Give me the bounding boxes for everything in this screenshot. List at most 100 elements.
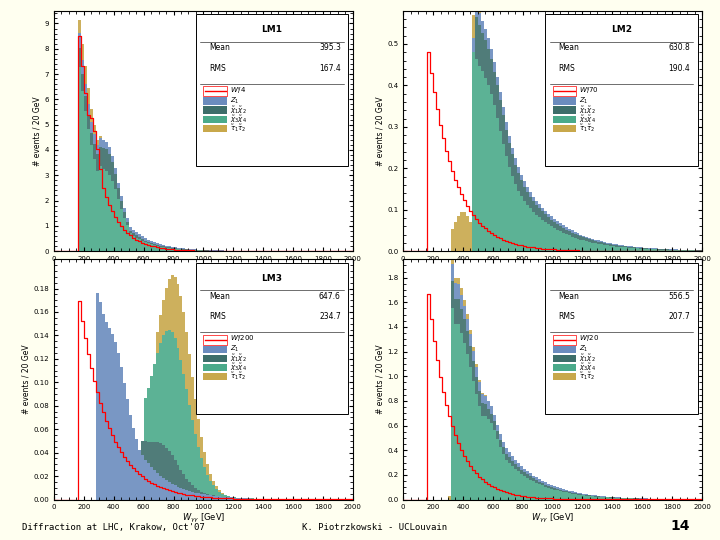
Bar bbox=[460, 212, 463, 251]
Bar bbox=[582, 240, 585, 251]
Bar bbox=[603, 496, 606, 497]
Bar bbox=[528, 192, 531, 197]
Bar bbox=[466, 354, 469, 500]
Bar bbox=[585, 237, 588, 238]
Bar bbox=[645, 248, 648, 249]
Bar bbox=[156, 332, 158, 353]
Bar bbox=[176, 348, 179, 465]
Bar bbox=[466, 314, 469, 319]
Bar bbox=[105, 171, 108, 251]
Bar bbox=[454, 284, 457, 300]
Bar bbox=[577, 235, 580, 239]
Bar bbox=[517, 167, 520, 173]
Y-axis label: # events / 20 GeV: # events / 20 GeV bbox=[33, 96, 42, 166]
Bar bbox=[526, 471, 528, 475]
Bar bbox=[96, 293, 99, 500]
Bar bbox=[457, 299, 460, 325]
Bar bbox=[147, 240, 150, 242]
Bar bbox=[200, 457, 204, 492]
Bar bbox=[120, 209, 122, 251]
Bar bbox=[204, 494, 207, 500]
Bar bbox=[609, 246, 613, 251]
Bar bbox=[192, 492, 194, 500]
Bar bbox=[574, 232, 577, 234]
Bar bbox=[546, 217, 549, 224]
Bar bbox=[553, 86, 576, 96]
Bar bbox=[499, 440, 502, 447]
Bar bbox=[451, 229, 454, 251]
Bar bbox=[153, 244, 156, 245]
Bar bbox=[93, 144, 96, 159]
Bar bbox=[90, 145, 93, 251]
Bar bbox=[535, 480, 538, 483]
Bar bbox=[634, 498, 636, 500]
Bar bbox=[654, 249, 657, 251]
Bar bbox=[204, 106, 227, 113]
Bar bbox=[122, 212, 126, 218]
Bar bbox=[99, 302, 102, 500]
Bar bbox=[514, 460, 517, 464]
Bar bbox=[158, 247, 161, 251]
Bar bbox=[621, 498, 624, 500]
Bar bbox=[472, 361, 475, 381]
Bar bbox=[96, 171, 99, 251]
Bar bbox=[135, 439, 138, 500]
Bar bbox=[514, 158, 517, 165]
Bar bbox=[528, 480, 531, 500]
Bar bbox=[189, 354, 192, 404]
Bar bbox=[570, 237, 574, 251]
Text: LM1: LM1 bbox=[261, 25, 283, 34]
Bar bbox=[564, 492, 567, 500]
Bar bbox=[564, 234, 567, 251]
Bar bbox=[564, 230, 567, 234]
Bar bbox=[493, 62, 496, 72]
Bar bbox=[517, 471, 520, 500]
Bar bbox=[194, 488, 197, 492]
Bar bbox=[186, 250, 189, 251]
Bar bbox=[496, 118, 499, 251]
Bar bbox=[171, 332, 174, 455]
Bar bbox=[108, 153, 111, 175]
Bar bbox=[502, 144, 505, 251]
Bar bbox=[553, 346, 576, 353]
Bar bbox=[531, 481, 535, 500]
Bar bbox=[493, 105, 496, 251]
Bar bbox=[451, 281, 454, 308]
Bar bbox=[147, 244, 150, 251]
Bar bbox=[505, 448, 508, 454]
Bar bbox=[567, 492, 570, 493]
Bar bbox=[165, 248, 168, 251]
Bar bbox=[642, 248, 645, 249]
Text: LM2: LM2 bbox=[611, 25, 632, 34]
Bar bbox=[616, 244, 618, 245]
Bar bbox=[96, 154, 99, 171]
Bar bbox=[517, 191, 520, 251]
Bar bbox=[158, 315, 161, 343]
Bar bbox=[192, 250, 194, 251]
Bar bbox=[490, 414, 493, 423]
Text: $\tilde{\chi}_1\tilde{\chi}_2$: $\tilde{\chi}_1\tilde{\chi}_2$ bbox=[230, 353, 247, 364]
Bar bbox=[246, 498, 248, 500]
Bar bbox=[102, 140, 105, 147]
Bar bbox=[535, 201, 538, 205]
Bar bbox=[517, 463, 520, 467]
Bar bbox=[639, 248, 642, 251]
Bar bbox=[523, 469, 526, 472]
Bar bbox=[156, 243, 158, 245]
Bar bbox=[81, 44, 84, 60]
Text: $\tilde{\tau}_1\tilde{\tau}_2$: $\tilde{\tau}_1\tilde{\tau}_2$ bbox=[580, 371, 596, 382]
Bar bbox=[475, 367, 478, 377]
Bar bbox=[138, 234, 140, 238]
Bar bbox=[642, 499, 645, 500]
Bar bbox=[212, 481, 215, 485]
Bar bbox=[595, 240, 598, 241]
Bar bbox=[478, 65, 481, 251]
Bar bbox=[129, 233, 132, 251]
Bar bbox=[531, 212, 535, 251]
Bar bbox=[496, 77, 499, 85]
Bar bbox=[499, 92, 502, 100]
Bar bbox=[621, 246, 624, 247]
Bar bbox=[204, 452, 207, 467]
Bar bbox=[174, 485, 176, 500]
Bar bbox=[484, 396, 487, 404]
